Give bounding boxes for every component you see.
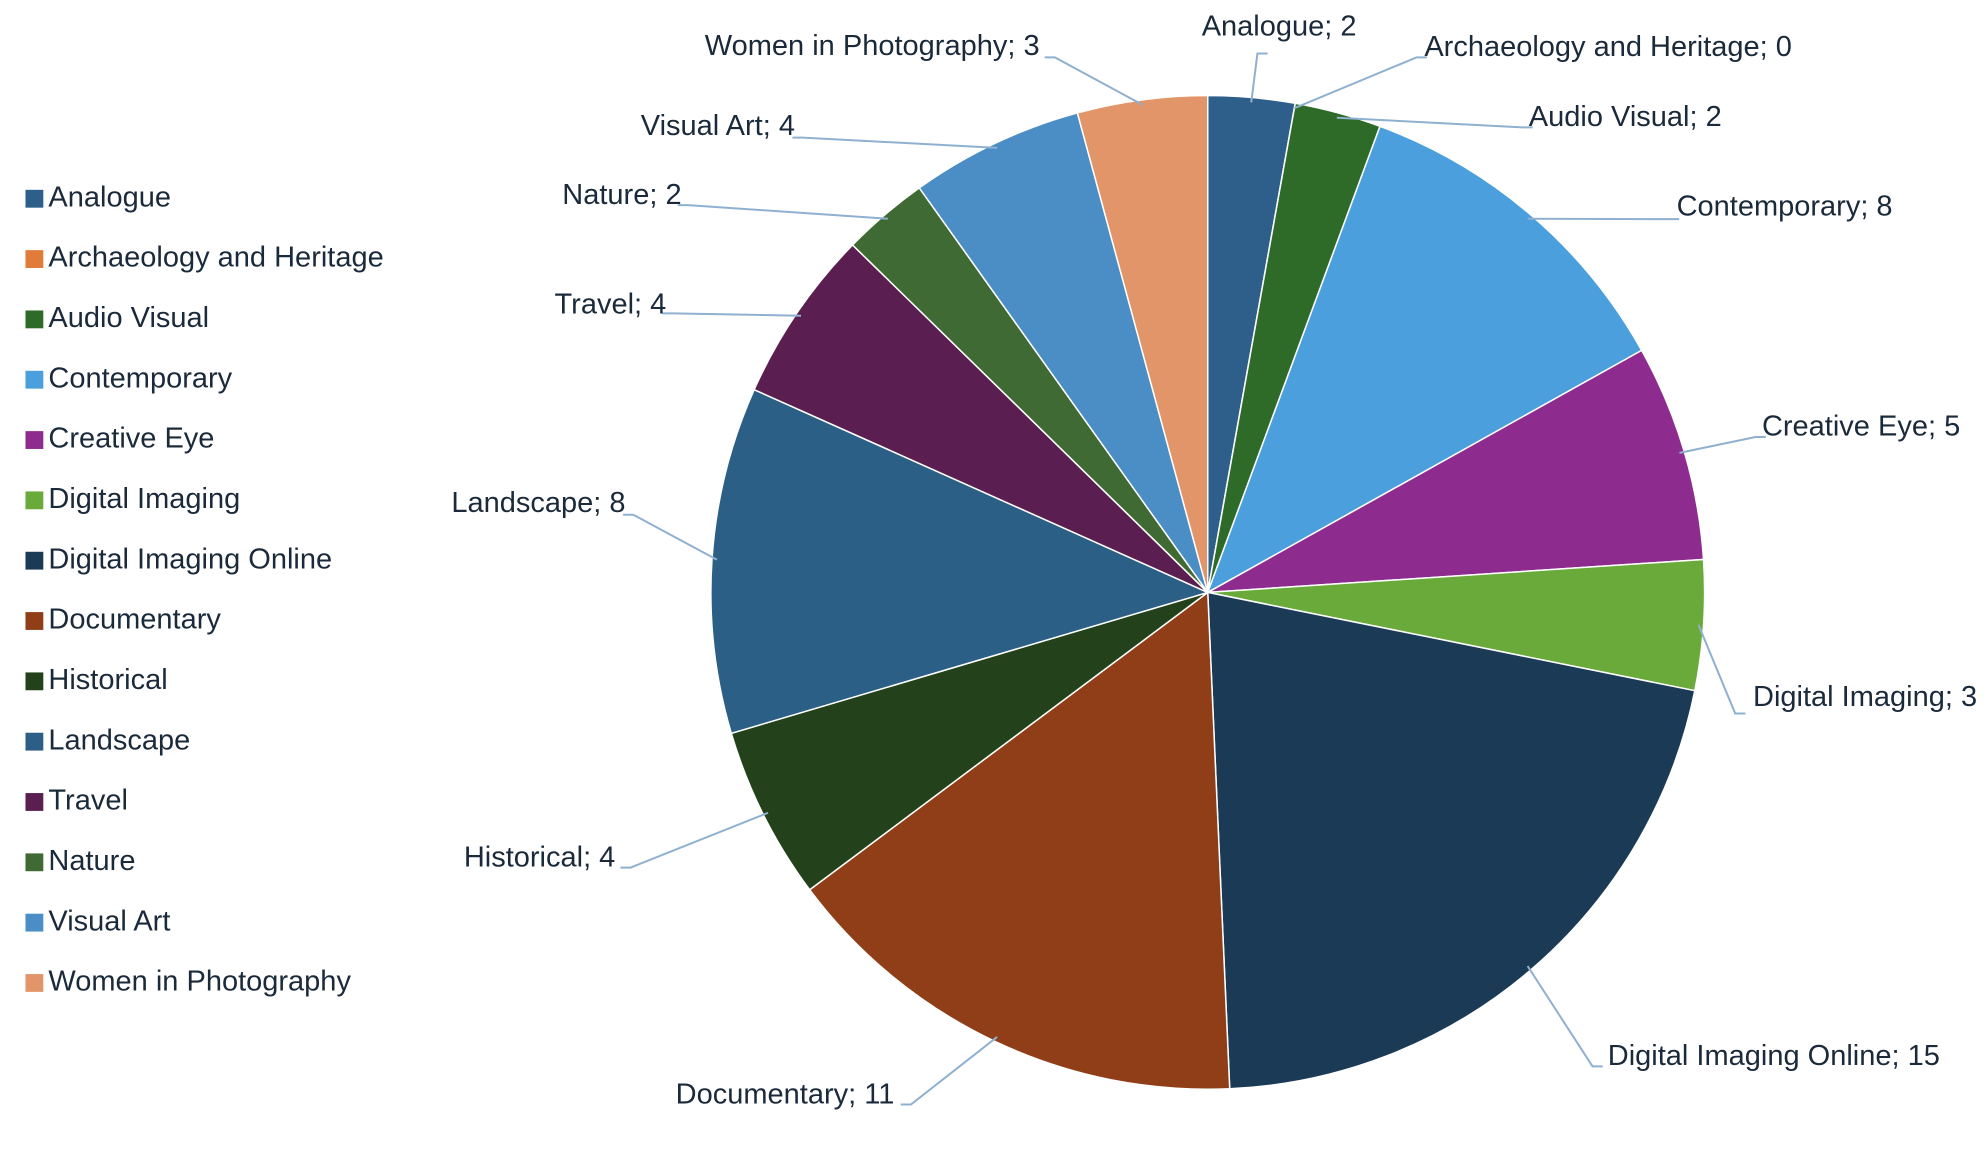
pie-slice [918, 112, 1209, 593]
leader-line [792, 136, 998, 149]
legend-swatch [25, 310, 44, 329]
leader-line [622, 513, 718, 561]
legend-swatch [25, 974, 44, 992]
legend-swatch [25, 370, 44, 389]
leader-line [1679, 435, 1766, 454]
leader-line [620, 811, 769, 869]
legend-label: Travel [48, 785, 128, 817]
data-label: Visual Art; 4 [641, 110, 795, 142]
legend-swatch [25, 793, 44, 811]
legend-label: Contemporary [48, 362, 232, 394]
pie-slice [1206, 125, 1643, 595]
legend-label: Landscape [48, 724, 190, 756]
data-label: Analogue; 2 [1202, 11, 1357, 43]
data-label: Women in Photography; 3 [705, 30, 1040, 62]
pie-slice [753, 243, 1209, 594]
legend-swatch [25, 732, 44, 751]
pie-slice [808, 590, 1231, 1090]
legend-label: Creative Eye [48, 423, 214, 455]
legend-swatch [25, 431, 44, 449]
leader-line [1293, 56, 1427, 110]
data-label: Digital Imaging; 3 [1753, 681, 1977, 713]
leader-line [1336, 116, 1533, 129]
leader-line [662, 312, 802, 317]
data-label: Creative Eye; 5 [1762, 411, 1960, 443]
legend-swatch [25, 913, 44, 932]
pie-slice [1076, 94, 1209, 593]
legend-label: Digital Imaging [48, 483, 240, 515]
legend-label: Analogue [48, 181, 171, 213]
legend-label: Nature [48, 845, 135, 877]
legend-label: Visual Art [48, 905, 170, 937]
legend-label: Women in Photography [48, 966, 351, 998]
legend-label: Historical [48, 664, 167, 696]
legend-swatch [25, 250, 44, 268]
legend-label: Digital Imaging Online [48, 543, 332, 575]
legend-swatch [25, 672, 44, 691]
data-label: Archaeology and Heritage; 0 [1424, 31, 1792, 63]
legend-swatch [25, 491, 44, 510]
legend-swatch [25, 189, 44, 208]
data-label: Landscape; 8 [451, 487, 625, 519]
leader-line [677, 204, 888, 220]
pie-slice [710, 388, 1210, 735]
leader-line [1250, 52, 1268, 103]
data-label: Historical; 4 [464, 841, 616, 873]
data-label: Documentary; 11 [676, 1078, 895, 1110]
legend-label: Documentary [48, 604, 221, 636]
data-label: Travel; 4 [555, 288, 667, 320]
data-label: Digital Imaging Online; 15 [1608, 1040, 1940, 1072]
legend-label: Archaeology and Heritage [48, 242, 383, 274]
leader-line [1526, 965, 1603, 1068]
data-label: Nature; 2 [562, 179, 681, 211]
legend-swatch [25, 853, 44, 872]
legend-swatch [25, 551, 44, 570]
legend-label: Audio Visual [48, 302, 209, 334]
data-label: Audio Visual; 2 [1529, 101, 1722, 133]
leader-line [900, 1036, 998, 1106]
leader-line [1697, 624, 1746, 715]
leader-line [1044, 56, 1144, 106]
legend-swatch [25, 612, 44, 630]
data-label: Contemporary; 8 [1677, 190, 1893, 222]
